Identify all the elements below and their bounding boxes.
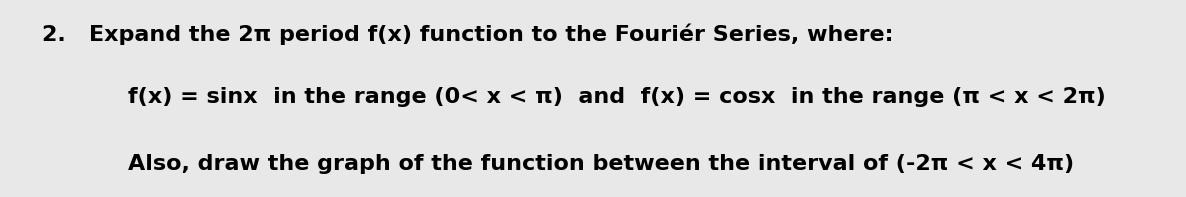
Text: 2.   Expand the 2π period f(x) function to the Fouriér Series, where:: 2. Expand the 2π period f(x) function to… (42, 24, 893, 45)
Text: Also, draw the graph of the function between the interval of (-2π < x < 4π): Also, draw the graph of the function bet… (128, 154, 1075, 174)
Text: f(x) = sinx  in the range (0< x < π)  and  f(x) = cosx  in the range (π < x < 2π: f(x) = sinx in the range (0< x < π) and … (128, 87, 1105, 107)
